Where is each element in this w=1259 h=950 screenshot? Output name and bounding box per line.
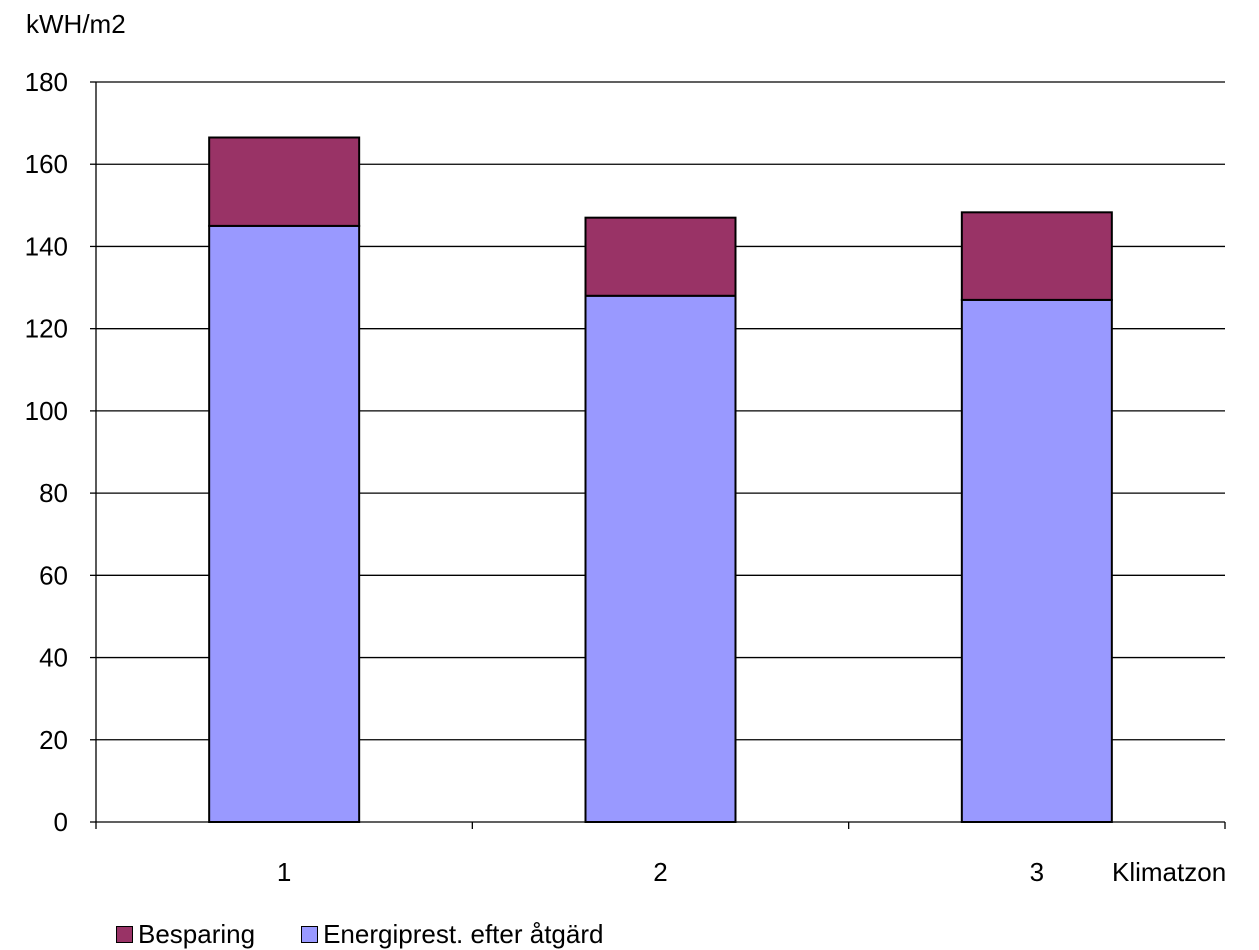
axes (90, 81, 1226, 829)
y-tick-label: 20 (39, 725, 68, 755)
y-tick-label: 60 (39, 560, 68, 590)
y-tick-label: 180 (25, 67, 68, 97)
legend-swatch (301, 925, 319, 943)
bar-energiprest-1 (208, 224, 361, 823)
y-tick-label: 0 (54, 807, 68, 837)
legend-item: Energiprest. efter åtgärd (301, 919, 603, 950)
legend-label: Energiprest. efter åtgärd (323, 918, 604, 949)
y-tick-label: 120 (25, 314, 68, 344)
legend-swatch (116, 925, 133, 943)
y-axis-label: kWH/m2 (26, 9, 126, 39)
y-tick-label: 100 (25, 396, 68, 426)
y-tick-label: 140 (25, 231, 68, 261)
bar-energiprest-2 (584, 294, 737, 823)
legend-item: Besparing (116, 919, 255, 950)
x-tick-label: 2 (653, 857, 667, 887)
x-tick-label: 3 (1030, 857, 1044, 887)
y-tick-label: 40 (39, 643, 68, 673)
legend-label: Besparing (138, 918, 256, 949)
y-tick-label: 80 (39, 478, 68, 508)
bar-besparing-1 (208, 136, 361, 227)
x-tick-labels: 1 2 3 (277, 857, 1044, 887)
y-tick-label: 160 (25, 149, 68, 179)
x-axis-label: Klimatzon (1112, 857, 1226, 887)
x-tick-label: 1 (277, 857, 291, 887)
bar-besparing-3 (960, 211, 1113, 301)
bars (208, 136, 1113, 823)
legend: Besparing Energiprest. efter åtgärd (116, 918, 649, 950)
bar-energiprest-3 (960, 298, 1113, 823)
bar-besparing-2 (584, 216, 737, 297)
chart: kWH/m2 0 20 40 60 80 100 120 140 160 180 1 2 3 Klim… (25, 9, 1227, 887)
y-tick-labels: 0 20 40 60 80 100 120 140 160 180 (25, 67, 68, 837)
